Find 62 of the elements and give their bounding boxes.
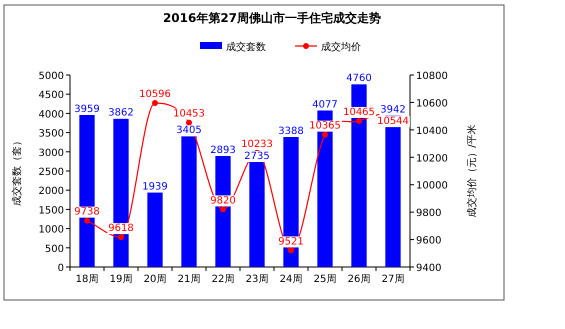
point [84, 218, 90, 224]
y2-tick-label: 10200 [416, 153, 448, 164]
x-tick-label: 18周 [76, 274, 98, 285]
y-axis-title: 成交套数（套） [11, 136, 23, 206]
y-tick-label: 4500 [38, 90, 64, 102]
data-label: 2893 [210, 144, 236, 156]
data-label: 1939 [142, 182, 168, 193]
data-label: 3405 [176, 125, 202, 136]
y2-tick-label: 10600 [416, 98, 448, 110]
point [152, 100, 158, 106]
data-label: 2735 [244, 150, 270, 162]
y-tick-label: 2000 [38, 186, 64, 198]
data-label: 9820 [210, 195, 236, 206]
data-label: 3388 [278, 126, 304, 137]
data-label: 3862 [108, 108, 134, 119]
y-tick-label: 1500 [38, 205, 64, 216]
y-tick-label: 4000 [38, 109, 64, 120]
x-tick-label: 20周 [144, 274, 166, 285]
data-label: 10365 [309, 120, 341, 132]
point [118, 234, 124, 240]
y-tick-label: 5000 [38, 71, 64, 82]
y2-tick-label: 9600 [416, 236, 442, 247]
point [220, 206, 226, 212]
y-tick-label: 0 [58, 263, 64, 274]
bar [147, 192, 163, 267]
y2-tick-label: 9400 [416, 263, 442, 274]
x-tick-label: 26周 [348, 274, 370, 285]
data-label: 10465 [343, 106, 375, 118]
y-tick-label: 1000 [38, 224, 64, 236]
x-tick-label: 22周 [212, 274, 234, 285]
y-tick-label: 3000 [38, 148, 64, 159]
point [186, 120, 192, 126]
data-label: 10544 [377, 116, 409, 128]
y-tick-label: 2500 [38, 167, 64, 178]
data-label: 3959 [74, 104, 100, 115]
point [356, 118, 362, 124]
legend-label: 成交均价 [321, 41, 361, 53]
y2-tick-label: 10000 [416, 180, 448, 192]
data-label: 9618 [108, 223, 134, 234]
data-label: 4077 [312, 99, 338, 110]
data-label: 10596 [139, 88, 171, 100]
point [288, 247, 294, 254]
y2-tick-label: 9800 [416, 208, 442, 220]
x-tick-label: 27周 [382, 274, 404, 285]
data-label: 10233 [241, 138, 273, 150]
data-label: 4760 [346, 73, 372, 84]
legend-label: 成交套数 [226, 41, 266, 53]
x-tick-label: 19周 [110, 274, 132, 285]
x-tick-label: 21周 [178, 274, 200, 285]
x-tick-label: 24周 [280, 274, 302, 285]
chart-title: 2016年第27周佛山市一手住宅成交走势 [162, 11, 382, 25]
data-label: 9738 [74, 206, 100, 218]
data-label: 9521 [278, 236, 304, 248]
point [322, 132, 328, 138]
y-tick-label: 500 [44, 244, 64, 255]
y-tick-label: 3500 [38, 128, 64, 140]
x-tick-label: 25周 [314, 274, 336, 285]
y2-axis-title: 成交均价（元）/平米 [466, 124, 478, 218]
x-tick-label: 23周 [246, 274, 268, 285]
y2-tick-label: 10400 [416, 126, 448, 137]
data-label: 10453 [173, 108, 205, 120]
y2-tick-label: 10800 [416, 71, 448, 82]
